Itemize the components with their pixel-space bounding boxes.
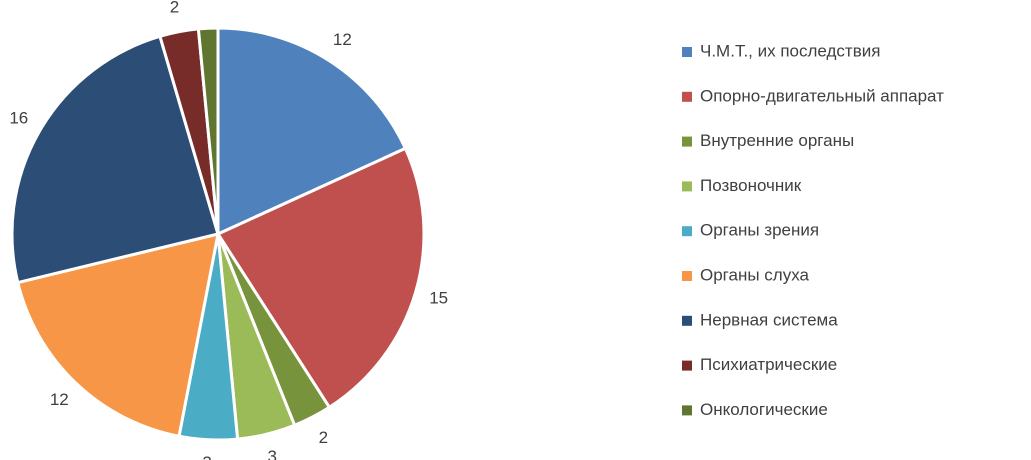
legend-swatch bbox=[682, 91, 692, 102]
data-label: 3 bbox=[267, 447, 276, 460]
data-label: 12 bbox=[333, 30, 352, 49]
legend-swatch bbox=[682, 315, 692, 326]
legend-swatch bbox=[682, 405, 692, 416]
legend-label: Органы слуха bbox=[700, 265, 810, 284]
legend-swatch bbox=[682, 181, 692, 192]
pie-slice bbox=[196, 26, 220, 236]
data-label: 2 bbox=[170, 0, 179, 17]
legend-label: Позвоночник bbox=[700, 176, 802, 195]
data-label: 12 bbox=[50, 390, 69, 409]
pie-slice bbox=[216, 26, 407, 236]
legend-label: Органы зрения bbox=[700, 221, 819, 240]
legend-label: Ч.М.Т., их последствия bbox=[700, 41, 880, 60]
data-label: 16 bbox=[9, 108, 28, 127]
pie-slice bbox=[10, 34, 220, 285]
legend-swatch bbox=[682, 136, 692, 147]
legend-swatch bbox=[682, 360, 692, 371]
legend-swatch bbox=[682, 226, 692, 237]
legend-label: Психиатрические bbox=[700, 355, 837, 374]
legend-swatch bbox=[682, 47, 692, 57]
data-label: 15 bbox=[429, 288, 448, 307]
legend-label: Опорно-двигательный аппарат bbox=[700, 86, 944, 105]
data-label: 2 bbox=[319, 428, 328, 447]
legend-swatch bbox=[682, 271, 692, 281]
legend-label: Внутренние органы bbox=[700, 131, 854, 150]
pie-slice bbox=[216, 146, 426, 409]
legend-label: Нервная система bbox=[700, 310, 838, 329]
pie-slice bbox=[16, 232, 220, 438]
legend-label: Онкологические bbox=[700, 400, 828, 419]
data-label: 3 bbox=[202, 453, 211, 460]
